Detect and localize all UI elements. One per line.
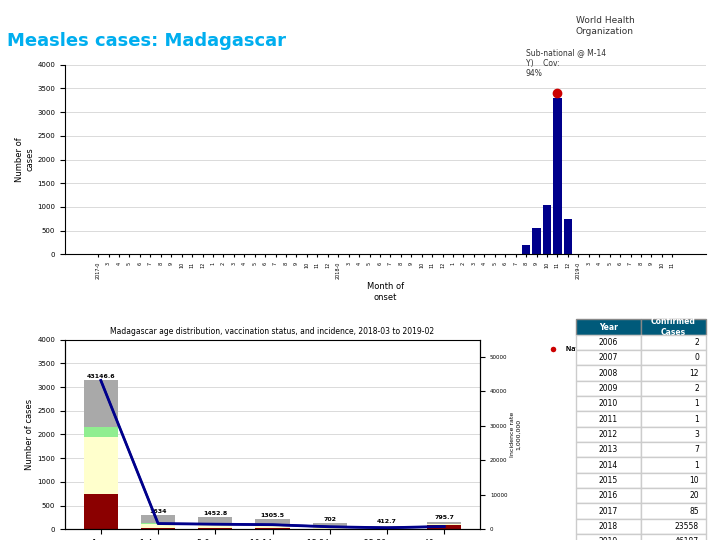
Title: Madagascar age distribution, vaccination status, and incidence, 2018-03 to 2019-: Madagascar age distribution, vaccination…	[110, 327, 435, 336]
Bar	[84, 427, 118, 437]
Bar	[84, 494, 118, 529]
Bar	[543, 205, 552, 254]
Text: 43146.6: 43146.6	[86, 374, 115, 379]
Bar	[256, 524, 289, 526]
Bar	[256, 526, 289, 529]
Text: 702: 702	[323, 517, 336, 522]
Bar	[256, 519, 289, 524]
Text: Sub-national @ M-14
Y)    Cov:
94%: Sub-national @ M-14 Y) Cov: 94%	[526, 49, 606, 78]
Legend: National SIA, Sub-national SIA: National SIA, Sub-national SIA	[544, 343, 702, 355]
Bar	[427, 525, 462, 529]
Text: Measles cases: Madagascar: Measles cases: Madagascar	[7, 32, 287, 50]
Bar	[198, 528, 233, 529]
Text: 412.7: 412.7	[377, 519, 397, 524]
X-axis label: Month of
onset: Month of onset	[366, 282, 404, 301]
Bar	[141, 528, 175, 529]
Bar	[564, 219, 572, 254]
Bar	[312, 526, 347, 527]
Bar	[198, 525, 233, 528]
Bar	[532, 228, 541, 254]
Bar	[84, 437, 118, 494]
Text: 1634: 1634	[149, 509, 167, 514]
Bar	[141, 523, 175, 524]
Bar	[553, 98, 562, 254]
Y-axis label: Number of cases: Number of cases	[25, 399, 35, 470]
Bar	[522, 245, 531, 254]
Bar	[312, 527, 347, 529]
Y-axis label: Number of
cases: Number of cases	[15, 137, 35, 182]
Text: World Health
Organization: World Health Organization	[576, 16, 635, 36]
Bar	[370, 528, 404, 529]
Y-axis label: Incidence rate
1,000,000: Incidence rate 1,000,000	[510, 412, 521, 457]
Bar	[370, 526, 404, 527]
Bar	[198, 517, 233, 523]
Text: 795.7: 795.7	[434, 515, 454, 520]
Text: 1452.8: 1452.8	[203, 511, 228, 516]
Bar	[198, 523, 233, 525]
Bar	[312, 523, 347, 526]
Bar	[84, 380, 118, 427]
Text: 1305.5: 1305.5	[261, 513, 284, 518]
Bar	[427, 524, 462, 525]
Bar	[141, 524, 175, 528]
Bar	[427, 522, 462, 523]
Bar	[141, 516, 175, 523]
Bar	[370, 527, 404, 528]
